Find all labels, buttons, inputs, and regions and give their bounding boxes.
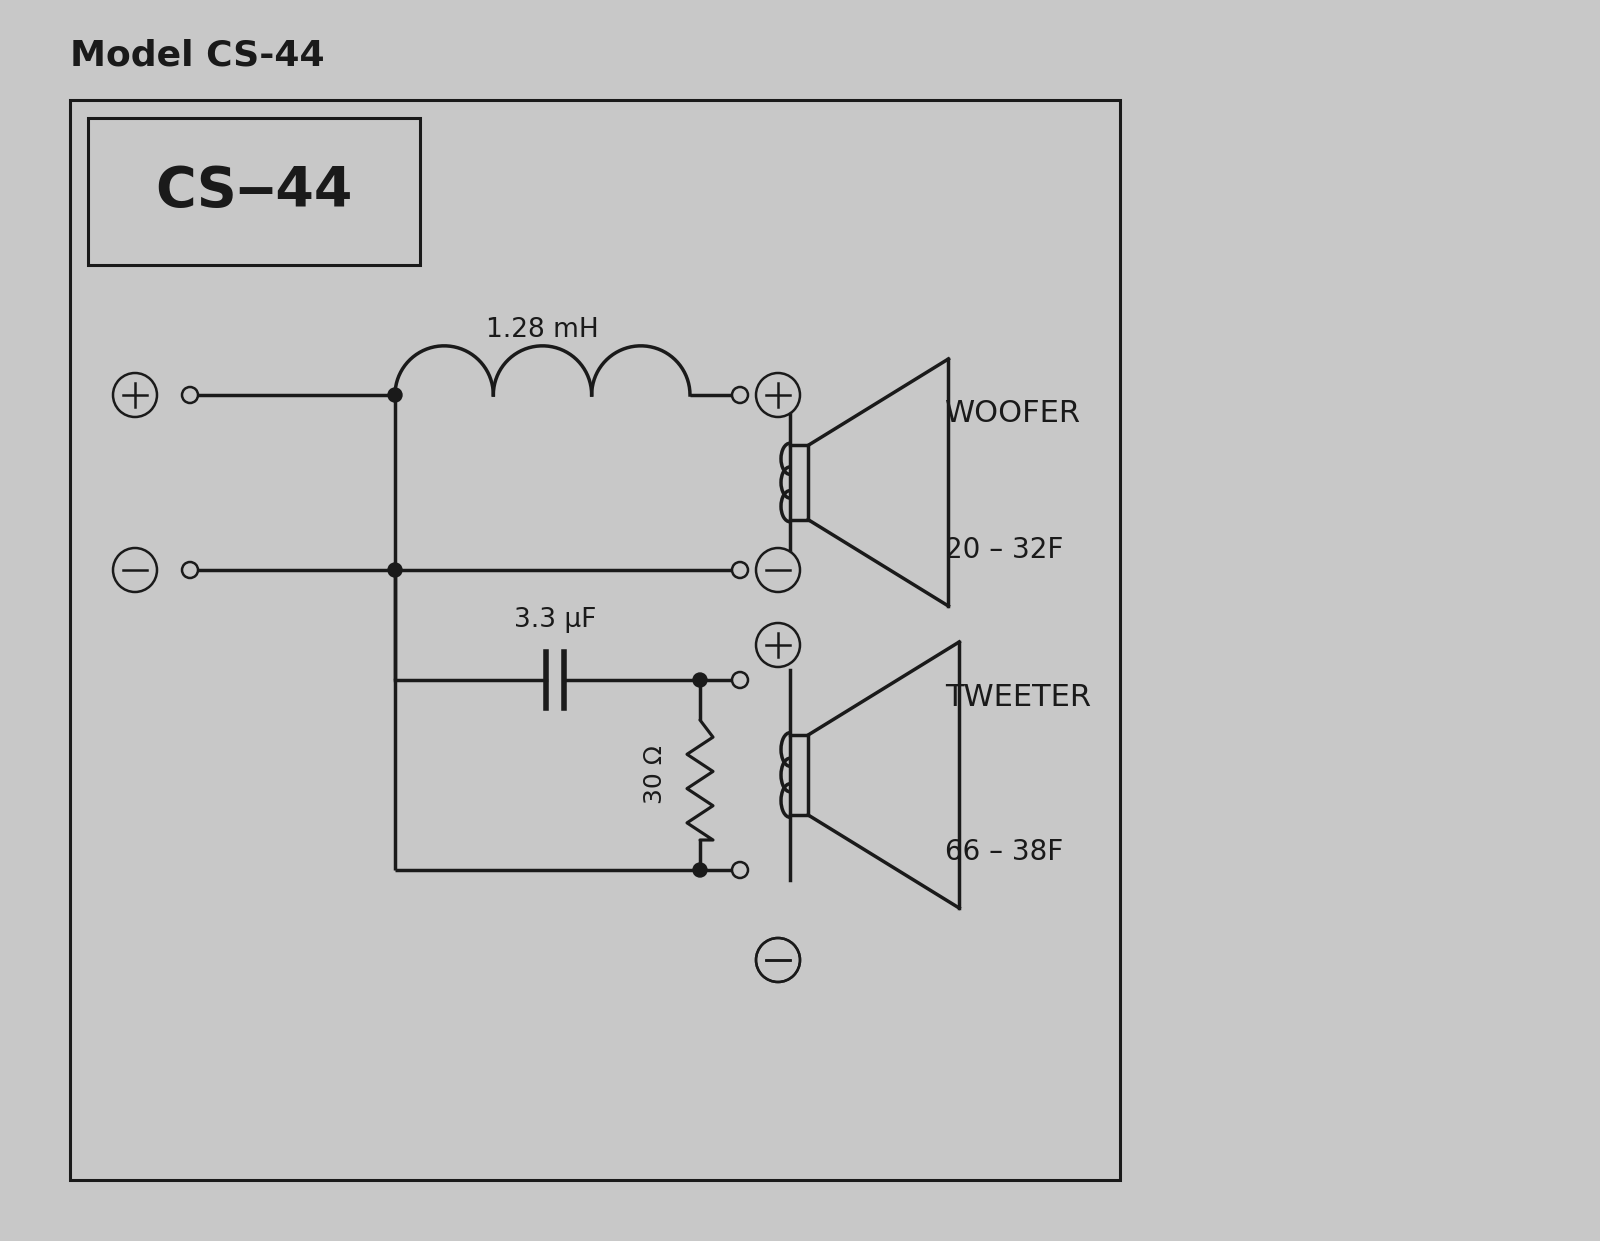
Text: TWEETER: TWEETER (946, 684, 1091, 712)
Circle shape (733, 562, 749, 578)
Circle shape (182, 562, 198, 578)
Circle shape (387, 388, 402, 402)
Bar (790, 446, 808, 520)
Circle shape (114, 549, 157, 592)
Circle shape (757, 549, 800, 592)
Text: WOOFER: WOOFER (946, 398, 1082, 427)
Text: Model CS-44: Model CS-44 (70, 38, 325, 72)
Bar (790, 735, 808, 815)
Circle shape (182, 387, 198, 403)
Bar (88, 118, 419, 266)
Circle shape (757, 623, 800, 666)
Circle shape (757, 374, 800, 417)
Text: 3.3 μF: 3.3 μF (514, 607, 597, 633)
Circle shape (387, 563, 402, 577)
Circle shape (693, 862, 707, 877)
Text: 1.28 mH: 1.28 mH (486, 316, 598, 343)
Circle shape (733, 671, 749, 688)
Circle shape (733, 387, 749, 403)
Circle shape (114, 374, 157, 417)
Text: 66 – 38F: 66 – 38F (946, 838, 1064, 866)
Text: 30 Ω: 30 Ω (643, 746, 667, 804)
Circle shape (733, 862, 749, 877)
Bar (70, 101, 1120, 1180)
Text: CS‒44: CS‒44 (155, 165, 352, 218)
Text: 20 – 32F: 20 – 32F (946, 536, 1064, 563)
Circle shape (757, 938, 800, 982)
Circle shape (757, 938, 800, 982)
Circle shape (693, 673, 707, 688)
